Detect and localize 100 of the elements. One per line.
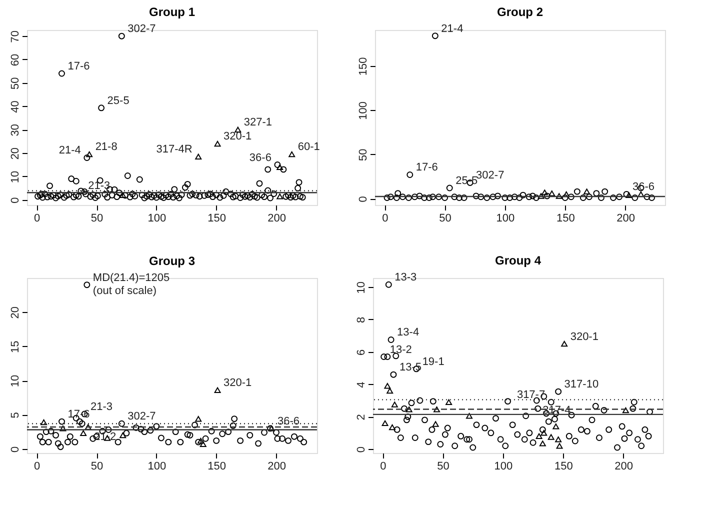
annotation: 21-4: [58, 144, 81, 157]
point: [561, 340, 568, 347]
y-tick-label: 0: [10, 197, 22, 204]
annotation: 36-6: [277, 415, 300, 428]
point: [42, 428, 50, 436]
point: [219, 430, 226, 438]
point: [60, 426, 66, 432]
x-tick-label: 0: [380, 460, 386, 472]
y-tick-label: 4: [356, 382, 368, 388]
annotation: 25-5: [456, 175, 478, 188]
point: [470, 444, 476, 451]
point: [404, 413, 412, 420]
point: [147, 427, 154, 434]
point: [84, 154, 90, 161]
point: [394, 426, 400, 433]
point: [622, 407, 629, 414]
point: [380, 354, 388, 360]
point: [52, 432, 59, 438]
point: [426, 194, 432, 201]
point: [231, 416, 238, 422]
point: [57, 444, 64, 450]
point: [389, 424, 396, 430]
annotation: 21-8: [95, 141, 118, 154]
point: [539, 426, 546, 433]
point: [645, 432, 652, 440]
point: [393, 194, 400, 201]
point: [405, 194, 412, 201]
annotation: 25-5: [107, 94, 130, 107]
point: [548, 434, 554, 440]
point: [578, 426, 584, 433]
annotation: 19-1: [422, 356, 444, 368]
point: [388, 336, 394, 343]
y-tick-label: 0: [356, 446, 368, 453]
point: [623, 190, 630, 198]
point: [536, 433, 542, 440]
point: [38, 190, 45, 198]
point: [584, 188, 590, 194]
point: [473, 422, 480, 428]
point: [64, 438, 71, 446]
point: [526, 430, 533, 436]
y-tick-label: 5: [10, 412, 22, 418]
point: [529, 192, 536, 200]
point: [466, 413, 473, 419]
x-tick-label: 200: [614, 460, 633, 472]
point: [544, 192, 550, 200]
annotation: 320-1: [224, 130, 252, 143]
annotation: 317-10: [564, 378, 599, 391]
point: [545, 418, 552, 425]
point: [484, 194, 490, 201]
point: [538, 193, 544, 199]
point: [195, 154, 202, 160]
x-tick-label: 100: [148, 212, 166, 224]
point: [421, 194, 428, 201]
point: [626, 192, 632, 198]
point: [630, 398, 638, 406]
point: [230, 422, 236, 429]
point: [184, 431, 191, 438]
annotation: 60-1: [298, 141, 320, 154]
x-tick-label: 150: [556, 212, 575, 224]
point: [610, 194, 616, 201]
point: [602, 188, 608, 195]
point: [158, 434, 164, 442]
point: [572, 438, 578, 444]
point: [626, 430, 633, 436]
annotation: 36-6: [249, 152, 272, 164]
point: [406, 172, 414, 178]
annotation: 317-4R: [156, 144, 192, 156]
point: [296, 435, 304, 442]
x-tick-label: 0: [34, 212, 40, 224]
point: [584, 428, 590, 435]
y-tick-label: 0: [358, 196, 370, 202]
point: [541, 190, 548, 196]
point: [540, 430, 548, 436]
point: [39, 438, 46, 446]
annotation: 302-7: [476, 170, 504, 182]
point: [58, 418, 65, 425]
point: [442, 431, 448, 438]
point: [411, 194, 418, 200]
y-tick-label: 8: [356, 316, 368, 324]
point: [614, 444, 621, 451]
point: [384, 354, 391, 360]
point: [40, 419, 48, 426]
point: [432, 32, 438, 40]
point: [638, 442, 645, 450]
x-tick-label: 50: [439, 212, 452, 224]
point: [606, 426, 612, 433]
point: [552, 424, 560, 430]
point: [390, 371, 397, 378]
point: [120, 432, 126, 438]
point: [514, 431, 521, 438]
y-tick-label: 0: [10, 446, 22, 452]
x-tick-label: 150: [208, 212, 226, 224]
point: [406, 406, 412, 412]
point: [274, 162, 281, 168]
point: [141, 428, 148, 436]
point: [593, 190, 600, 197]
point: [273, 429, 280, 436]
y-tick-label: 6: [356, 349, 368, 356]
annotation: 327-1: [244, 116, 272, 129]
point: [86, 151, 93, 158]
